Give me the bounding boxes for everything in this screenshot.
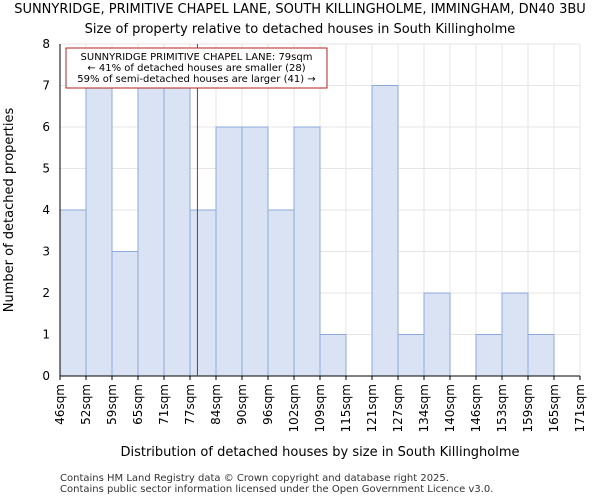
axis-layer: 0 1 2 3 4 5 6 7 8 46sqm 52sqm 59sqm 65sqm 71sqm 77sqm 8… xyxy=(42,37,587,432)
x-tick-label: 96sqm xyxy=(261,384,275,425)
bar xyxy=(59,209,87,377)
annotation-layer: SUNNYRIDGE PRIMITIVE CHAPEL LANE: 79sqm←… xyxy=(65,44,328,376)
bar xyxy=(241,126,269,377)
bar xyxy=(111,251,139,377)
bar xyxy=(267,209,295,377)
y-tick-label: 5 xyxy=(42,162,50,176)
bar xyxy=(163,85,191,377)
x-tick-label: 165sqm xyxy=(547,384,561,432)
x-tick-label: 46sqm xyxy=(53,384,67,425)
bar xyxy=(189,209,217,377)
chart-subtitle: Size of property relative to detached ho… xyxy=(85,22,516,37)
footer-line-1: Contains HM Land Registry data © Crown c… xyxy=(60,473,449,484)
y-tick-label: 3 xyxy=(42,245,50,259)
y-tick-label: 0 xyxy=(42,369,50,383)
y-tick-label: 2 xyxy=(42,286,50,300)
y-tick-label: 1 xyxy=(42,328,50,342)
annotation-line: SUNNYRIDGE PRIMITIVE CHAPEL LANE: 79sqm xyxy=(81,52,313,63)
bar xyxy=(85,85,113,377)
x-tick-label: 134sqm xyxy=(417,384,431,432)
annotation-line: ← 41% of detached houses are smaller (28… xyxy=(87,63,305,74)
y-tick-label: 4 xyxy=(42,203,50,217)
x-tick-label: 109sqm xyxy=(313,384,327,432)
y-tick-label: 8 xyxy=(42,37,50,51)
bar xyxy=(423,292,451,377)
x-tick-label: 77sqm xyxy=(183,384,197,425)
bar xyxy=(527,334,555,377)
x-axis-label: Distribution of detached houses by size … xyxy=(120,445,519,460)
x-tick-label: 146sqm xyxy=(469,384,483,432)
x-tick-label: 84sqm xyxy=(209,384,223,425)
x-tick-label: 115sqm xyxy=(339,384,353,432)
x-tick-label: 153sqm xyxy=(495,384,509,432)
x-tick-label: 59sqm xyxy=(105,384,119,425)
x-tick-label: 52sqm xyxy=(79,384,93,425)
x-tick-label: 71sqm xyxy=(157,384,171,425)
bar xyxy=(215,126,243,377)
footer-line-2: Contains public sector information licen… xyxy=(60,484,494,495)
chart-title: SUNNYRIDGE, PRIMITIVE CHAPEL LANE, SOUTH… xyxy=(14,2,586,17)
x-tick-label: 140sqm xyxy=(443,384,457,432)
bar xyxy=(501,292,529,377)
y-axis-label: Number of detached properties xyxy=(2,108,17,313)
x-tick-label: 121sqm xyxy=(365,384,379,432)
bar xyxy=(137,85,165,377)
y-tick-label: 6 xyxy=(42,120,50,134)
y-tick-label: 7 xyxy=(42,79,50,93)
x-tick-label: 127sqm xyxy=(391,384,405,432)
x-tick-label: 65sqm xyxy=(131,384,145,425)
bar xyxy=(371,85,399,377)
bar xyxy=(475,334,503,377)
bar-layer xyxy=(59,85,555,377)
x-tick-label: 159sqm xyxy=(521,384,535,432)
annotation-line: 59% of semi-detached houses are larger (… xyxy=(77,74,315,85)
bar xyxy=(293,126,321,377)
bar xyxy=(397,334,425,377)
x-tick-label: 102sqm xyxy=(287,384,301,432)
annotation-box xyxy=(65,47,328,89)
x-tick-label: 90sqm xyxy=(235,384,249,425)
bar xyxy=(319,334,347,377)
x-tick-label: 171sqm xyxy=(573,384,587,432)
